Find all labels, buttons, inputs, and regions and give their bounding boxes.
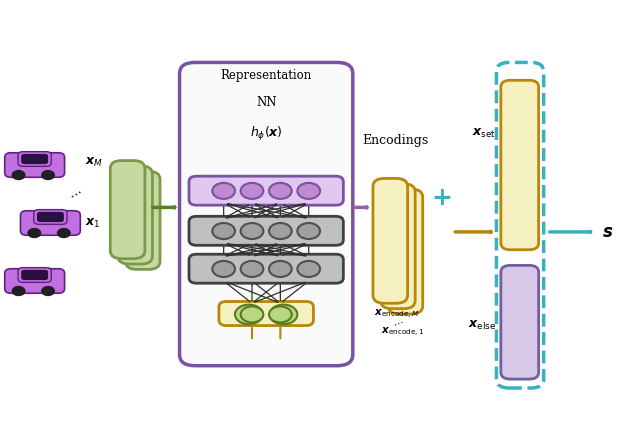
Circle shape [241, 223, 263, 239]
Text: Encodings: Encodings [362, 134, 429, 147]
FancyBboxPatch shape [110, 161, 145, 259]
Text: NN: NN [256, 96, 277, 109]
Circle shape [269, 261, 292, 277]
FancyBboxPatch shape [189, 216, 343, 245]
FancyBboxPatch shape [125, 171, 160, 269]
Text: $\boldsymbol{x}_{\mathrm{else}}$: $\boldsymbol{x}_{\mathrm{else}}$ [468, 319, 496, 332]
Circle shape [269, 223, 292, 239]
Circle shape [212, 183, 235, 199]
Circle shape [241, 261, 263, 277]
FancyBboxPatch shape [381, 184, 415, 309]
Circle shape [241, 183, 263, 199]
FancyBboxPatch shape [501, 80, 539, 250]
Circle shape [269, 183, 292, 199]
Circle shape [297, 223, 320, 239]
FancyBboxPatch shape [21, 270, 48, 280]
Circle shape [235, 305, 263, 324]
FancyBboxPatch shape [219, 301, 314, 326]
Circle shape [42, 171, 54, 179]
Circle shape [297, 261, 320, 277]
FancyBboxPatch shape [4, 153, 65, 177]
FancyBboxPatch shape [20, 211, 81, 235]
FancyBboxPatch shape [373, 178, 408, 303]
Circle shape [270, 305, 297, 324]
Text: $\boldsymbol{x}_M$: $\boldsymbol{x}_M$ [85, 156, 103, 169]
FancyBboxPatch shape [118, 166, 152, 264]
FancyBboxPatch shape [189, 254, 343, 283]
FancyBboxPatch shape [501, 265, 539, 379]
FancyBboxPatch shape [4, 268, 65, 293]
Text: $\boldsymbol{+}$: $\boldsymbol{+}$ [431, 186, 451, 211]
Circle shape [12, 171, 25, 179]
Circle shape [212, 223, 235, 239]
Text: Representation: Representation [220, 69, 312, 83]
Text: $\cdots$: $\cdots$ [67, 185, 84, 203]
FancyBboxPatch shape [34, 210, 67, 224]
Text: $\boldsymbol{s}$: $\boldsymbol{s}$ [602, 223, 613, 241]
Circle shape [12, 287, 25, 296]
Text: $\boldsymbol{x}_{\mathrm{encode},1}$: $\boldsymbol{x}_{\mathrm{encode},1}$ [381, 326, 425, 339]
Circle shape [212, 261, 235, 277]
FancyBboxPatch shape [180, 62, 353, 366]
Circle shape [297, 183, 320, 199]
Text: $\boldsymbol{x}_{\mathrm{encode},M}$: $\boldsymbol{x}_{\mathrm{encode},M}$ [374, 308, 420, 321]
Circle shape [241, 306, 263, 322]
FancyBboxPatch shape [18, 152, 51, 166]
Text: $\boldsymbol{x}_{\mathrm{set}}$: $\boldsymbol{x}_{\mathrm{set}}$ [472, 127, 496, 140]
Circle shape [28, 228, 40, 237]
Text: $h_{\phi}(\boldsymbol{x})$: $h_{\phi}(\boldsymbol{x})$ [249, 125, 283, 143]
FancyBboxPatch shape [496, 62, 544, 388]
FancyBboxPatch shape [18, 268, 51, 282]
FancyBboxPatch shape [37, 212, 64, 222]
FancyBboxPatch shape [21, 154, 48, 164]
Text: $\cdots$: $\cdots$ [391, 317, 405, 330]
Circle shape [42, 287, 54, 296]
Circle shape [57, 228, 70, 237]
FancyBboxPatch shape [388, 189, 423, 314]
Circle shape [269, 306, 292, 322]
Text: $\boldsymbol{x}_1$: $\boldsymbol{x}_1$ [85, 216, 101, 230]
FancyBboxPatch shape [189, 176, 343, 205]
